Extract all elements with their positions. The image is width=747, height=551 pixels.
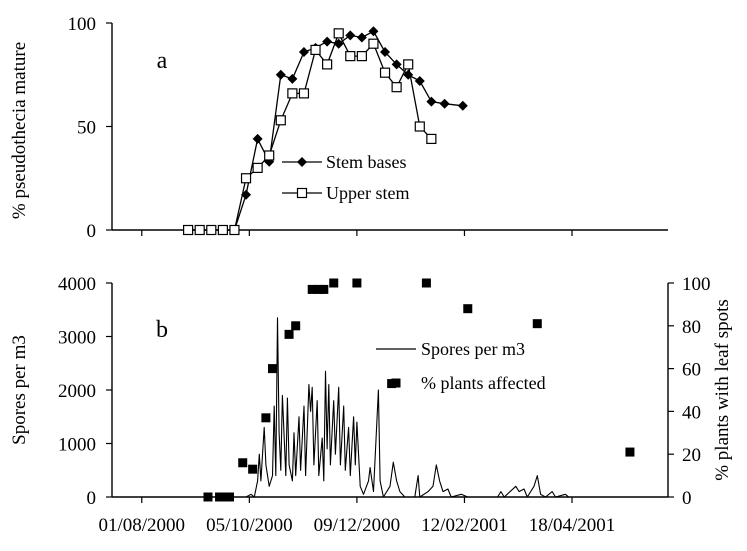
panel-label-a: a xyxy=(157,48,168,74)
data-point xyxy=(414,121,425,132)
x-tick-label: 12/02/2001 xyxy=(421,515,508,536)
data-point xyxy=(329,278,339,288)
data-point xyxy=(380,46,391,57)
data-point xyxy=(322,36,333,47)
y-tick-label-a: 100 xyxy=(68,14,97,35)
data-point xyxy=(203,492,213,502)
data-point xyxy=(252,133,263,144)
data-point xyxy=(356,51,367,62)
data-point xyxy=(298,46,309,57)
legend-label: Upper stem xyxy=(326,183,409,203)
y-tick-label-b: 1000 xyxy=(58,435,96,456)
data-point xyxy=(403,59,414,70)
data-point xyxy=(275,69,286,80)
data-point xyxy=(183,224,194,236)
data-point xyxy=(238,458,248,468)
legend-label: Spores per m3 xyxy=(421,339,525,359)
y-tick-label-b-right: 60 xyxy=(682,360,701,381)
data-point xyxy=(345,30,356,41)
data-point xyxy=(368,26,379,37)
data-point xyxy=(421,278,431,288)
x-tick-label: 05/10/2000 xyxy=(206,515,293,536)
y-tick-label-b: 3000 xyxy=(58,328,96,349)
y-tick-label-b: 2000 xyxy=(58,381,96,402)
data-point xyxy=(287,88,298,99)
data-point xyxy=(391,82,402,93)
data-point xyxy=(391,59,402,70)
data-point xyxy=(287,73,298,84)
data-point xyxy=(206,224,217,236)
data-point xyxy=(532,319,542,329)
panel-label-b: b xyxy=(156,317,168,343)
y-tick-label-b-right: 40 xyxy=(682,402,701,423)
data-point xyxy=(310,44,321,56)
data-point xyxy=(252,162,263,173)
data-point xyxy=(426,133,437,145)
data-point xyxy=(352,278,362,288)
data-point xyxy=(314,284,324,294)
y-tick-label-b-right: 80 xyxy=(682,317,701,338)
legend-label: Stem bases xyxy=(326,152,407,172)
y-axis-label-b-right: % plants with leaf spots xyxy=(712,299,733,481)
x-tick-label: 18/04/2001 xyxy=(529,515,616,536)
data-point xyxy=(217,224,228,236)
data-point xyxy=(368,38,379,49)
data-point xyxy=(224,492,234,502)
data-point xyxy=(319,284,329,294)
data-point xyxy=(426,96,437,107)
y-tick-label-b-right: 20 xyxy=(682,445,701,466)
data-point xyxy=(463,304,473,314)
data-point xyxy=(240,173,252,184)
data-point xyxy=(268,364,278,374)
data-point xyxy=(625,447,635,457)
y-axis-label-a: % pseudothecia mature xyxy=(9,42,30,219)
series-line xyxy=(188,31,432,231)
y-tick-label-a: 50 xyxy=(77,118,96,139)
legend-label: % plants affected xyxy=(421,373,546,393)
data-point xyxy=(275,115,286,126)
data-point xyxy=(220,492,230,502)
y-tick-label-b: 4000 xyxy=(58,274,96,295)
legend-marker xyxy=(297,157,307,167)
data-point xyxy=(439,98,450,109)
data-point xyxy=(194,224,205,236)
data-point xyxy=(229,224,240,236)
data-point xyxy=(291,321,301,331)
data-point xyxy=(414,75,425,86)
y-tick-label-b-right: 100 xyxy=(682,274,711,295)
x-tick-label: 01/08/2000 xyxy=(99,515,186,536)
y-axis-label-b: Spores per m3 xyxy=(9,335,30,445)
data-point xyxy=(261,413,271,423)
data-point xyxy=(264,150,275,161)
data-point xyxy=(457,100,468,111)
x-tick-label: 09/12/2000 xyxy=(314,515,401,536)
data-point xyxy=(307,284,317,294)
data-point xyxy=(333,28,344,39)
y-tick-label-b: 0 xyxy=(87,488,97,509)
series-line xyxy=(234,317,652,498)
data-point xyxy=(284,329,294,339)
data-point xyxy=(345,51,356,62)
y-tick-label-a: 0 xyxy=(87,221,97,242)
data-point xyxy=(356,32,367,43)
legend-marker xyxy=(296,187,308,199)
data-point xyxy=(215,492,225,502)
data-point xyxy=(248,464,258,474)
data-point xyxy=(322,59,333,70)
data-point xyxy=(298,88,310,99)
data-point xyxy=(379,67,391,78)
y-tick-label-b-right: 0 xyxy=(682,488,692,509)
legend-marker xyxy=(391,378,401,388)
